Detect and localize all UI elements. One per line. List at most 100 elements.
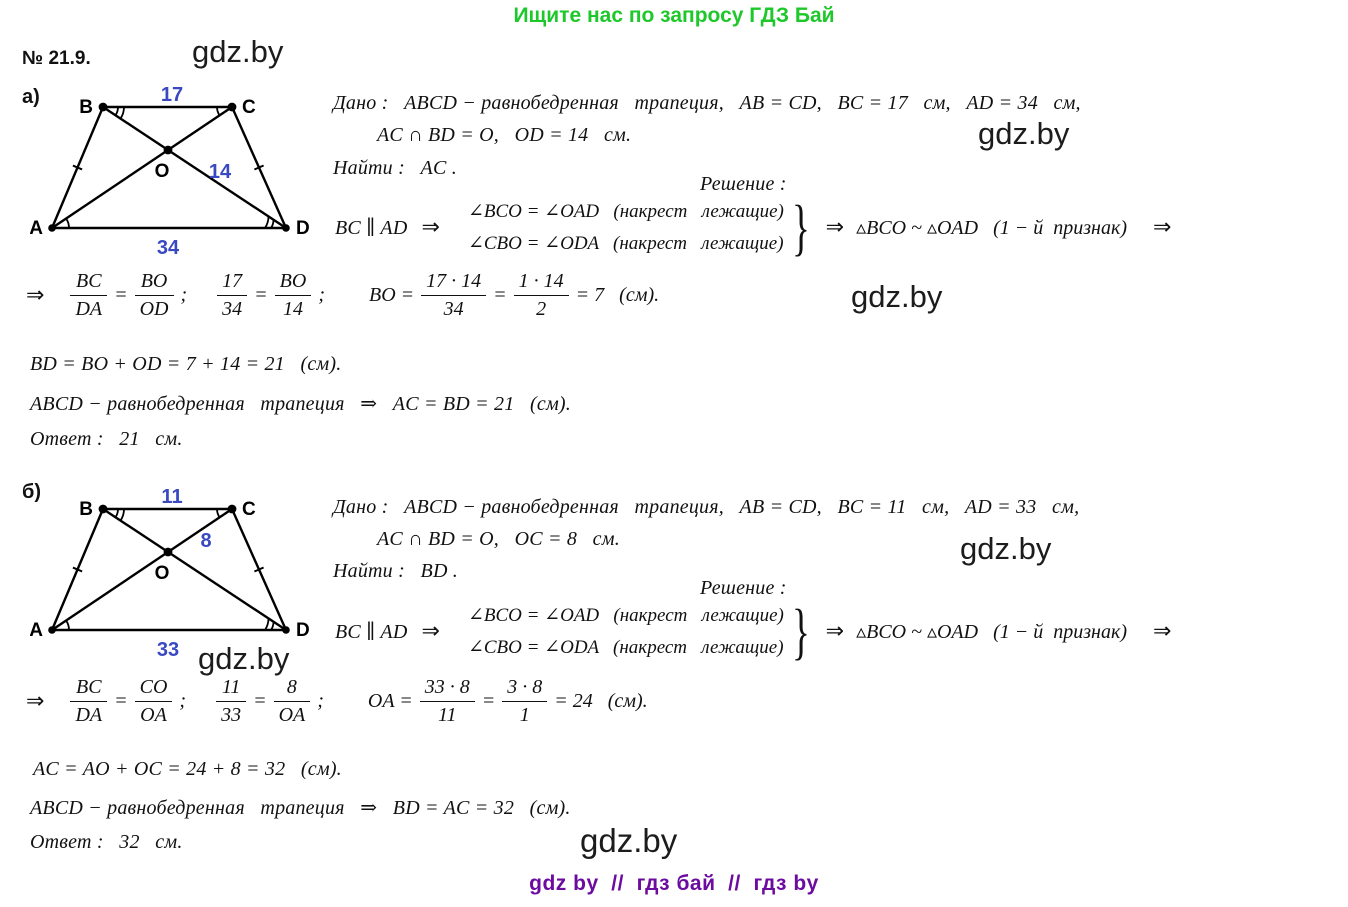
proportion-numbers: 17 34 = BO 14 ; <box>217 270 325 321</box>
angle-arc-B2 <box>119 106 125 120</box>
length-diag: 8 <box>200 530 211 552</box>
vertex-label-O: O <box>155 161 170 182</box>
intersection-dot-O <box>163 145 173 155</box>
angle-arc-A <box>65 619 70 631</box>
diagonal-BD <box>102 105 287 230</box>
watermark: gdz.by <box>978 116 1070 151</box>
system-line-1: ∠BCO = ∠OAD (накрест лежащие) <box>467 605 784 626</box>
angle-system: ∠BCO = ∠OAD (накрест лежащие) ∠CBO = ∠OD… <box>468 604 784 659</box>
vertex-label-B: B <box>79 97 93 118</box>
watermark: gdz.by <box>198 641 290 676</box>
fraction: 1 · 14 2 <box>513 270 569 321</box>
equals-sign: = <box>253 690 267 712</box>
similar-triangles: ▵BCO ~ ▵OAD (1 − й признак) <box>856 217 1127 239</box>
fraction: BC DA <box>70 270 108 321</box>
trapezoid-conclusion: ABCD − равнобедренная трапеция ⇒ AC = BD… <box>30 393 571 415</box>
vertex-dot-C <box>227 504 237 514</box>
length-top: 17 <box>161 84 183 106</box>
length-top: 11 <box>161 486 182 508</box>
tick-AB <box>72 566 83 573</box>
implies-arrow: ⇒ <box>26 283 45 308</box>
find-line: Найти : BD . <box>333 560 459 582</box>
equals-sign: = <box>493 284 507 306</box>
problem-number: № 21.9. <box>22 48 91 69</box>
angle-arc-D2 <box>264 216 270 229</box>
given-line-1: Дано : ABCD − равнобедренная трапеция, A… <box>333 496 1080 518</box>
vertex-label-D: D <box>296 218 310 239</box>
equals-sign: = <box>254 284 268 306</box>
site-header-text: Ищите нас по запросу ГДЗ Бай <box>513 4 835 27</box>
part-b-label: б) <box>22 481 42 503</box>
diagonal-AC <box>51 106 233 229</box>
equals-sign: = <box>114 690 128 712</box>
trapezoid-diagram-a: B C A D O 17 14 34 <box>30 84 310 259</box>
computation-result: = 24 (см). <box>554 690 648 712</box>
parallel-statement: BC ∥ AD <box>335 621 408 643</box>
sum-line: BD = BO + OD = 7 + 14 = 21 (см). <box>30 353 342 375</box>
vertex-label-A: A <box>30 620 43 641</box>
length-bottom: 34 <box>157 237 180 259</box>
vertex-dot-D <box>282 626 290 634</box>
computation-lhs: OA = <box>367 690 413 712</box>
answer-line: Ответ : 32 см. <box>30 831 183 853</box>
equals-sign: = <box>114 284 128 306</box>
fraction: BO 14 <box>274 270 312 321</box>
semicolon: ; <box>318 284 326 306</box>
vertex-label-C: C <box>242 97 256 118</box>
fraction: BO OD <box>134 270 174 321</box>
semicolon: ; <box>179 690 187 712</box>
system-line-2: ∠CBO = ∠ODA (накрест лежащие) <box>467 637 784 658</box>
watermark: gdz.by <box>580 822 678 859</box>
vertex-label-B: B <box>79 499 93 520</box>
implies-arrow: ⇒ <box>825 215 845 240</box>
vertex-dot-D <box>282 224 290 232</box>
parallel-system-row: BC ∥ AD ⇒ ∠BCO = ∠OAD (накрест лежащие) … <box>335 193 1172 262</box>
vertex-dot-A <box>48 626 56 634</box>
implies-arrow: ⇒ <box>26 689 45 714</box>
vertex-dot-B <box>98 504 108 514</box>
angle-arc-B1 <box>114 106 119 116</box>
fraction: CO OA <box>134 676 173 727</box>
angle-arc-B1 <box>114 508 119 518</box>
given-line-2: AC ∩ BD = O, OD = 14 см. <box>377 124 632 146</box>
implies-arrow: ⇒ <box>825 619 845 644</box>
system-line-1: ∠BCO = ∠OAD (накрест лежащие) <box>467 201 784 222</box>
implies-arrow: ⇒ <box>421 215 440 240</box>
proportion-numbers: 11 33 = 8 OA ; <box>216 676 324 727</box>
find-line: Найти : AC . <box>333 157 457 179</box>
solution-heading: Решение : <box>700 577 787 599</box>
system-line-2: ∠CBO = ∠ODA (накрест лежащие) <box>467 233 784 254</box>
tick-AB <box>72 164 83 171</box>
computation-lhs: BO = <box>369 284 415 306</box>
implies-arrow: ⇒ <box>1152 215 1172 240</box>
semicolon: ; <box>317 690 324 712</box>
vertex-label-C: C <box>242 499 256 520</box>
implies-arrow: ⇒ <box>421 619 440 644</box>
angle-arc-A <box>65 217 70 229</box>
vertex-label-D: D <box>296 620 310 641</box>
trapezoid-diagram-b: B C A D O 11 8 33 <box>30 486 310 661</box>
answer-line: Ответ : 21 см. <box>30 428 183 450</box>
equals-sign: = <box>481 690 496 712</box>
computation-result: = 7 (см). <box>575 284 660 306</box>
angle-system: ∠BCO = ∠OAD (накрест лежащие) ∠CBO = ∠OD… <box>468 200 784 255</box>
vertex-dot-C <box>227 102 237 112</box>
sum-line: AC = AO + OC = 24 + 8 = 32 (см). <box>33 758 342 780</box>
watermark: gdz.by <box>192 34 284 69</box>
diagonal-AC <box>51 508 233 631</box>
parallel-system-row: BC ∥ AD ⇒ ∠BCO = ∠OAD (накрест лежащие) … <box>335 597 1172 666</box>
angle-arc-D1 <box>270 621 275 631</box>
proportion-row: ⇒ BC DA = BO OD ; 17 34 = BO 14 ; BO = 17 · … <box>26 270 689 321</box>
semicolon: ; <box>180 284 188 306</box>
given-line-1: Дано : ABCD − равнобедренная трапеция, A… <box>333 92 1081 114</box>
similar-triangles: ▵BCO ~ ▵OAD (1 − й признак) <box>856 621 1127 643</box>
proportion-row: ⇒ BC DA = CO OA ; 11 33 = 8 OA ; OA = 33 · 8… <box>26 676 678 727</box>
computation: BO = 17 · 14 34 = 1 · 14 2 = 7 (см). <box>369 270 659 321</box>
vertex-label-O: O <box>155 563 170 584</box>
angle-arc-B2 <box>119 508 125 522</box>
vertex-dot-A <box>48 224 56 232</box>
fraction: 8 OA <box>273 676 311 727</box>
vertex-label-A: A <box>30 218 43 239</box>
